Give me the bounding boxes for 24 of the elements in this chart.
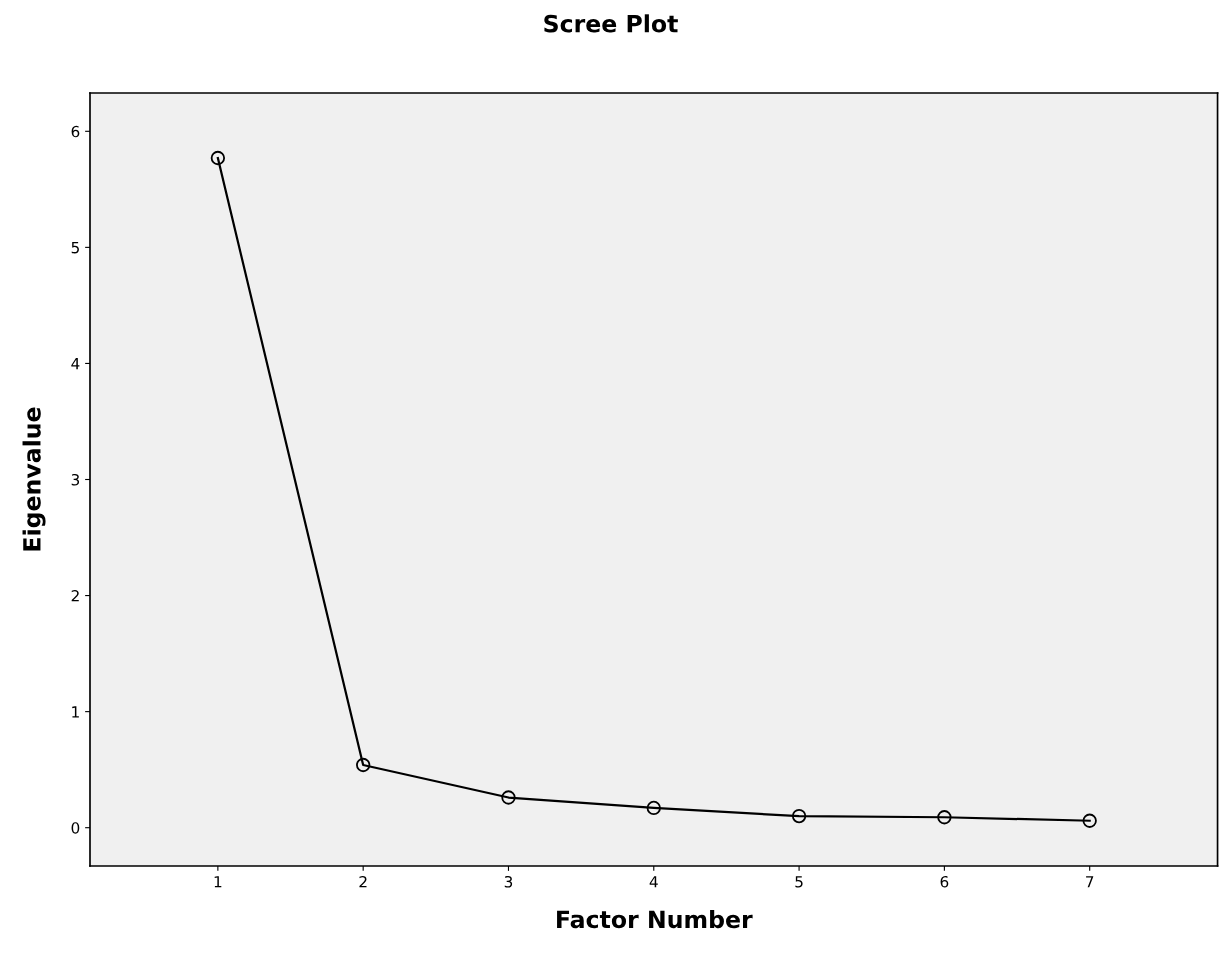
y-tick-label: 2 [71,590,79,602]
y-tick-label: 1 [72,706,79,718]
x-tick-label: 4 [649,876,658,888]
point [356,757,371,773]
x-tick-label: 2 [359,875,367,888]
x-tick-label: 6 [940,875,949,888]
y-axis-title: Eigenvalue [22,407,46,551]
point [1082,813,1097,828]
y-tick-label: 3 [71,473,80,486]
y-tick-label: 4 [71,358,80,370]
point [210,150,226,166]
point [501,790,516,805]
x-tick-label: 3 [504,875,513,888]
chart-title: Scree Plot [544,14,678,33]
y-tick-label: 0 [71,822,80,834]
x-axis-title: Factor Number [557,909,753,929]
x-tick-label: 5 [795,876,803,888]
point [937,810,952,825]
x-tick-label: 7 [1086,876,1094,888]
y-tick-label: 5 [71,242,79,254]
point [646,800,661,816]
y-tick-label: 6 [71,125,80,138]
x-tick-label: 1 [214,876,222,888]
point [791,808,807,824]
